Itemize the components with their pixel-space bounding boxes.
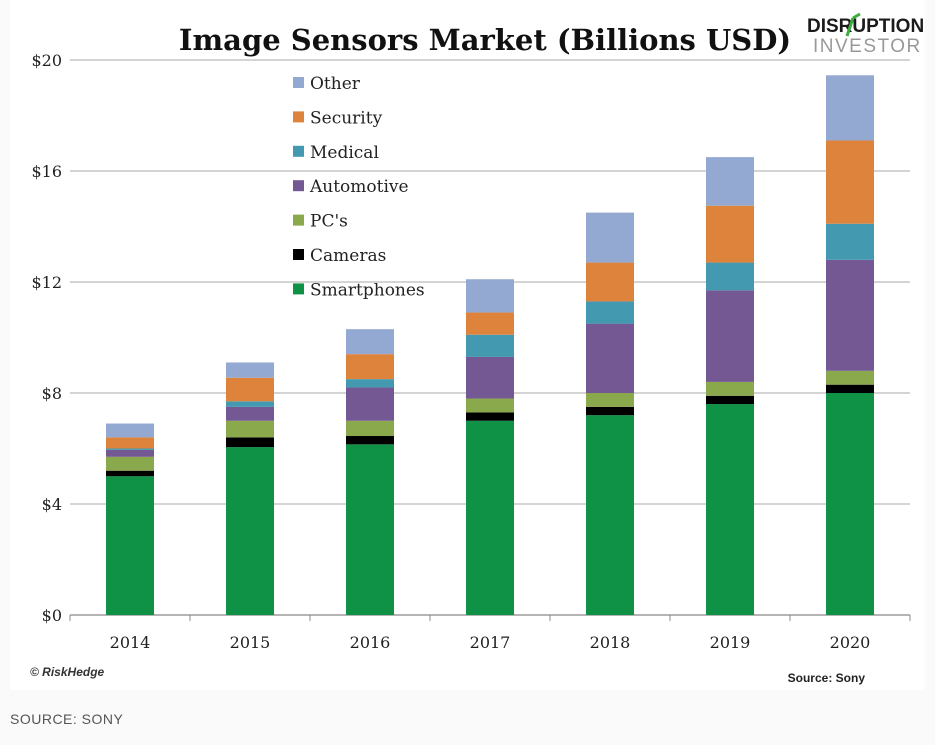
- y-tick-label: $0: [42, 606, 62, 625]
- bar-segment-pcs-2014: [106, 456, 154, 471]
- bar-segment-pcs-2016: [346, 420, 394, 437]
- bar-segment-automotive-2019: [706, 290, 754, 382]
- legend-swatch: [293, 145, 304, 157]
- bar-segment-other-2015: [226, 362, 274, 378]
- bar-segment-smartphones-2016: [346, 444, 394, 615]
- legend-label: Medical: [310, 143, 379, 163]
- bar-segment-cameras-2017: [466, 412, 514, 421]
- bar-segment-medical-2019: [706, 262, 754, 291]
- bar-segment-medical-2016: [346, 379, 394, 388]
- y-tick-label: $8: [42, 384, 62, 403]
- legend-swatch: [293, 249, 304, 260]
- bar-segment-security-2020: [826, 140, 874, 224]
- y-axis-ticks: $0 $4 $8 $12 $16 $20: [31, 51, 62, 625]
- bar-segment-smartphones-2018: [586, 415, 634, 615]
- source-note: Source: Sony: [788, 671, 866, 685]
- y-tick-label: $4: [42, 495, 62, 514]
- bar-segment-security-2015: [226, 377, 274, 402]
- bar-segment-other-2018: [586, 212, 634, 263]
- x-tick-label: 2016: [350, 633, 391, 652]
- y-tick-label: $12: [31, 273, 62, 292]
- chart-image: $0 $4 $8 $12 $16 $20 2014 2015 2016 2017 2018 2019…: [10, 0, 925, 690]
- bar-segment-other-2017: [466, 279, 514, 313]
- bar-segment-medical-2017: [466, 334, 514, 357]
- bar-segment-security-2014: [106, 437, 154, 449]
- x-axis-ticks: 2014 2015 2016 2017 2018 2019 2020: [110, 633, 871, 652]
- bar-segment-other-2019: [706, 157, 754, 206]
- disruption-investor-logo: DISRUPTION INVESTOR: [807, 12, 924, 57]
- x-tick-label: 2019: [710, 633, 751, 652]
- bar-segment-automotive-2017: [466, 356, 514, 399]
- legend: Other Security Medical Automotive PC's Camera…: [293, 74, 425, 300]
- bar-segment-cameras-2020: [826, 384, 874, 393]
- logo-line2: INVESTOR: [813, 36, 922, 57]
- x-tick-label: 2014: [110, 633, 151, 652]
- bar-segment-security-2018: [586, 262, 634, 302]
- bar-segment-pcs-2017: [466, 398, 514, 413]
- bar-segment-automotive-2018: [586, 323, 634, 393]
- legend-swatch: [293, 283, 304, 295]
- legend-label: Other: [310, 74, 361, 94]
- chart-title: Image Sensors Market (Billions USD): [179, 23, 791, 57]
- logo-line1: DISRUPTION: [807, 16, 924, 37]
- bar-segment-smartphones-2019: [706, 404, 754, 615]
- bar-segment-medical-2020: [826, 223, 874, 260]
- bar-segment-cameras-2014: [106, 470, 154, 477]
- bar-segment-smartphones-2015: [226, 447, 274, 615]
- stacked-bar-chart: $0 $4 $8 $12 $16 $20 2014 2015 2016 2017 2018 2019…: [30, 23, 911, 685]
- bar-segment-automotive-2015: [226, 406, 274, 421]
- legend-swatch: [293, 180, 304, 192]
- bar-segment-security-2017: [466, 312, 514, 335]
- credit-text: © RiskHedge: [30, 665, 105, 679]
- bar-segment-other-2014: [106, 423, 154, 438]
- bar-segment-pcs-2018: [586, 393, 634, 407]
- x-tick-label: 2018: [590, 633, 631, 652]
- bar-segment-cameras-2018: [586, 406, 634, 416]
- bar-segment-medical-2018: [586, 301, 634, 324]
- legend-swatch: [293, 214, 304, 226]
- bar-segment-smartphones-2014: [106, 476, 154, 615]
- bar-segment-medical-2014: [106, 448, 154, 450]
- x-tick-label: 2017: [470, 633, 511, 652]
- legend-label: Automotive: [309, 177, 409, 197]
- bar-segment-security-2016: [346, 354, 394, 380]
- bar-segment-cameras-2016: [346, 436, 394, 445]
- bar-segment-security-2019: [706, 205, 754, 263]
- bar-segment-pcs-2019: [706, 381, 754, 396]
- bar-segment-automotive-2020: [826, 259, 874, 371]
- y-tick-label: $20: [31, 51, 62, 70]
- bar-segment-medical-2015: [226, 401, 274, 407]
- bar-segment-smartphones-2017: [466, 420, 514, 615]
- bar-segment-pcs-2020: [826, 370, 874, 385]
- bar-segment-pcs-2015: [226, 420, 274, 438]
- legend-swatch: [293, 111, 304, 123]
- bar-segment-other-2020: [826, 75, 874, 141]
- legend-label: Security: [310, 108, 383, 128]
- x-tick-label: 2020: [830, 633, 871, 652]
- bars: [106, 75, 874, 615]
- y-tick-label: $16: [31, 162, 62, 181]
- x-tick-label: 2015: [230, 633, 271, 652]
- bar-segment-cameras-2019: [706, 395, 754, 405]
- bar-segment-automotive-2016: [346, 387, 394, 421]
- image-caption: SOURCE: SONY: [10, 711, 124, 727]
- bar-segment-other-2016: [346, 329, 394, 355]
- legend-label: PC's: [310, 212, 348, 232]
- bar-segment-smartphones-2020: [826, 393, 874, 615]
- bar-segment-cameras-2015: [226, 437, 274, 448]
- legend-label: Smartphones: [310, 280, 425, 300]
- legend-swatch: [293, 77, 304, 88]
- bar-segment-automotive-2014: [106, 449, 154, 457]
- legend-label: Cameras: [310, 246, 386, 266]
